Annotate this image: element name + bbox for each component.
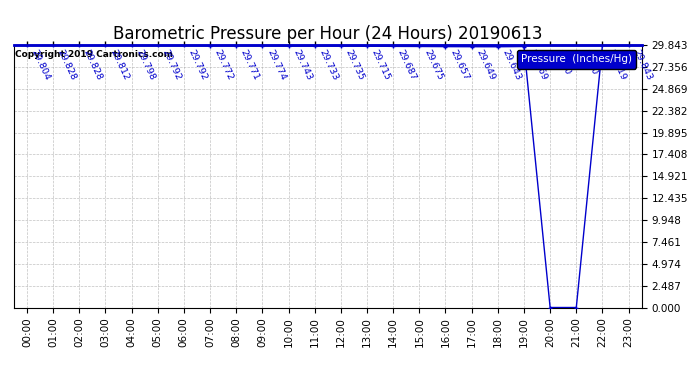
Text: 0.000: 0.000 [579,48,599,76]
Text: 29.743: 29.743 [291,48,313,82]
Text: 29.774: 29.774 [265,48,287,81]
Text: 29.643: 29.643 [500,48,523,82]
Text: 29.812: 29.812 [108,48,130,81]
Title: Barometric Pressure per Hour (24 Hours) 20190613: Barometric Pressure per Hour (24 Hours) … [113,26,542,44]
Text: 29.733: 29.733 [317,48,339,82]
Text: 29.687: 29.687 [396,48,418,81]
Text: 29.819: 29.819 [605,48,627,81]
Text: 29.804: 29.804 [30,48,52,81]
Text: 29.792: 29.792 [186,48,209,81]
Text: 29.828: 29.828 [82,48,104,81]
Text: 29.649: 29.649 [475,48,497,81]
Text: 29.843: 29.843 [631,48,653,82]
Text: 29.669: 29.669 [526,48,549,81]
Text: 29.828: 29.828 [56,48,78,81]
Text: 29.772: 29.772 [213,48,235,81]
Text: 29.792: 29.792 [161,48,183,81]
Text: 29.771: 29.771 [239,48,261,81]
Text: 29.735: 29.735 [344,48,366,82]
Text: Copyright 2019 Cartronics.com: Copyright 2019 Cartronics.com [15,50,173,59]
Text: 29.715: 29.715 [370,48,392,81]
Legend: Pressure  (Inches/Hg): Pressure (Inches/Hg) [518,50,636,69]
Text: 29.798: 29.798 [135,48,157,81]
Text: 29.657: 29.657 [448,48,471,81]
Text: 0.000: 0.000 [553,48,573,76]
Text: 29.675: 29.675 [422,48,444,81]
